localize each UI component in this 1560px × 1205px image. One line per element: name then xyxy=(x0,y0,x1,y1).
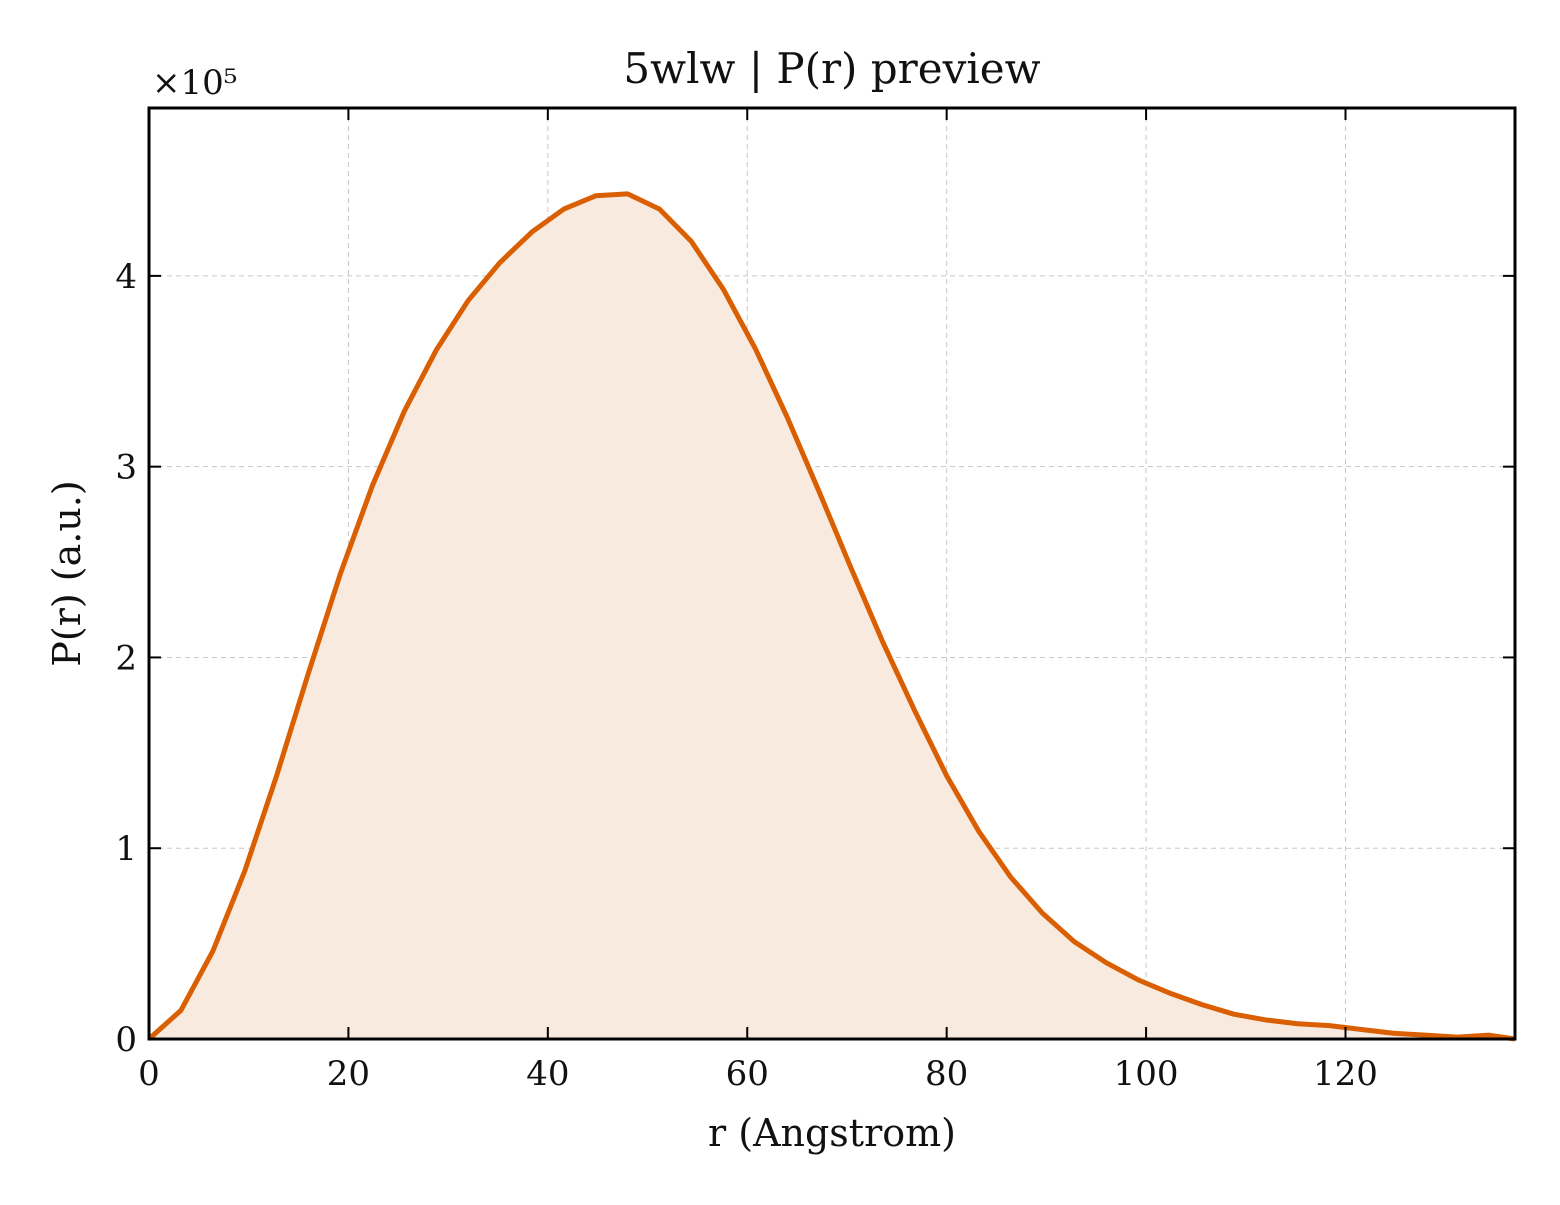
x-tick-label: 100 xyxy=(1114,1054,1179,1094)
area-fill xyxy=(149,193,1515,1040)
x-axis-label: r (Angstrom) xyxy=(708,1111,956,1155)
y-tick-label: 2 xyxy=(115,638,137,678)
y-tick-label: 4 xyxy=(115,257,137,297)
x-tick-label: 40 xyxy=(526,1054,569,1094)
y-axis-label: P(r) (a.u.) xyxy=(45,480,89,666)
x-tick-label: 0 xyxy=(138,1054,160,1094)
plot-frame xyxy=(147,106,1517,1041)
y-tick-label: 0 xyxy=(115,1020,137,1060)
series-line xyxy=(147,191,1516,1042)
y-tick-label: 3 xyxy=(115,448,137,488)
x-tick-label: 120 xyxy=(1313,1054,1378,1094)
axis-ticks: 0 20 40 60 80 100 120 0 1 2 3 4 xyxy=(115,108,1515,1094)
y-axis-multiplier: ×10⁵ xyxy=(152,63,237,103)
x-tick-label: 80 xyxy=(925,1054,968,1094)
chart-title: 5wlw | P(r) preview xyxy=(623,44,1040,93)
x-tick-label: 20 xyxy=(327,1054,370,1094)
y-tick-label: 1 xyxy=(115,829,137,869)
x-tick-label: 60 xyxy=(726,1054,769,1094)
